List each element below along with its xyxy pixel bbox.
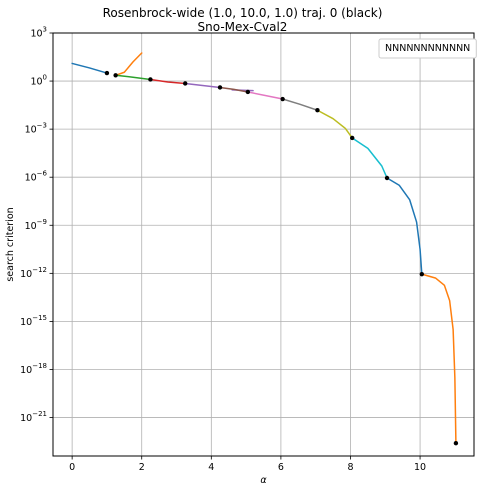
x-tick-label: 6	[278, 462, 284, 473]
y-tick-label: 100	[30, 74, 47, 88]
x-axis-label: α	[260, 475, 267, 486]
iteration-marker-7	[280, 96, 285, 102]
series-line-8	[247, 91, 284, 100]
x-tick-label: 4	[208, 462, 214, 473]
iteration-marker-8	[315, 108, 320, 113]
iteration-marker-9	[350, 135, 355, 141]
y-axis-label: search criterion	[5, 207, 16, 281]
series-line-13	[421, 273, 457, 444]
y-tick-label: 10−3	[25, 122, 47, 136]
series-line-7	[219, 86, 249, 93]
y-tick-label: 10−15	[20, 314, 47, 328]
series-line-10	[316, 109, 353, 139]
series-line-11	[351, 137, 388, 179]
axis-ticks: 0 2 4 6 8 10 103 100 10−3 10−6 10−9 10−12 10−15 10−18…	[20, 26, 426, 474]
series-line-12	[386, 177, 423, 275]
iteration-marker-5	[217, 85, 223, 90]
x-tick-label: 10	[414, 462, 426, 473]
y-tick-label: 10−18	[20, 362, 47, 376]
iteration-marker-11	[419, 271, 425, 277]
chart-title: Rosenbrock-wide (1.0, 10.0, 1.0) traj. 0…	[102, 6, 383, 20]
legend-box	[378, 38, 477, 59]
iteration-marker-10	[384, 175, 390, 181]
y-tick-label: 10−6	[25, 170, 48, 184]
y-tick-label: 103	[30, 26, 47, 40]
plot-frame	[52, 32, 475, 457]
x-tick-label: 2	[139, 462, 145, 473]
iteration-marker-3	[148, 77, 153, 82]
series-line-9	[281, 98, 319, 111]
series-line-5	[184, 82, 221, 89]
legend-entry: NNNNNNNNNNNN	[385, 43, 470, 54]
iteration-marker-4	[183, 81, 188, 86]
iteration-marker-1	[104, 70, 110, 76]
series-lines	[71, 52, 457, 444]
y-tick-label: 10−21	[20, 410, 47, 424]
iteration-marker-6	[245, 89, 251, 95]
x-tick-label: 0	[69, 462, 75, 473]
legend: NNNNNNNNNNNN	[378, 38, 477, 59]
series-line-2	[114, 52, 143, 77]
iteration-markers	[104, 70, 459, 446]
grid-lines	[53, 32, 474, 456]
x-tick-label: 8	[347, 462, 353, 473]
series-line-4	[149, 78, 186, 85]
chart-subtitle: Sno-Mex-Cval2	[197, 20, 288, 34]
iteration-marker-12	[453, 440, 459, 446]
series-line-1	[71, 62, 108, 74]
y-tick-label: 10−12	[20, 266, 47, 280]
series-line-3	[114, 74, 152, 81]
y-tick-label: 10−9	[25, 218, 47, 232]
iteration-marker-2	[113, 73, 118, 78]
